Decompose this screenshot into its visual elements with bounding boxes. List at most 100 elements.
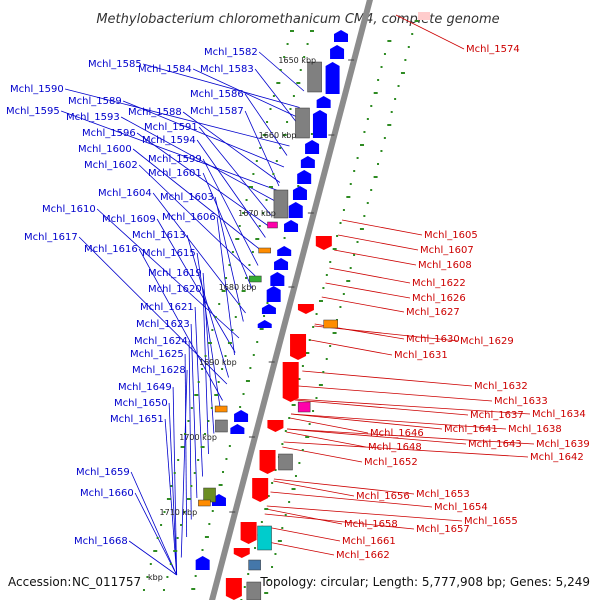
label-connector xyxy=(273,478,415,495)
gc-dot xyxy=(190,485,193,487)
gene-label-mchl_1622: Mchl_1622 xyxy=(412,278,466,289)
gene-label-mchl_1637: Mchl_1637 xyxy=(470,410,524,421)
label-connector xyxy=(194,306,203,477)
gc-dot xyxy=(194,575,197,577)
gc-dot xyxy=(222,471,225,473)
gc-dot xyxy=(390,111,393,113)
gene-label-mchl_1587: Mchl_1587 xyxy=(190,106,244,117)
label-connector xyxy=(290,413,443,430)
cyan-gene-box xyxy=(257,525,272,551)
label-connector xyxy=(283,441,529,458)
gc-dot xyxy=(234,316,237,318)
gene-label-mchl_1643: Mchl_1643 xyxy=(468,439,522,450)
gc-dot xyxy=(204,433,207,435)
gc-dot xyxy=(239,406,242,408)
gc-dot xyxy=(297,185,300,187)
forward-gene-arrow xyxy=(325,62,340,94)
label-connector xyxy=(314,325,459,342)
gc-dot xyxy=(218,484,223,486)
gc-dot xyxy=(241,290,246,292)
gene-label-mchl_1585: Mchl_1585 xyxy=(88,59,142,70)
gc-dot xyxy=(310,30,314,32)
gene-label-mchl_1599: Mchl_1599 xyxy=(148,154,202,165)
label-connector xyxy=(321,296,405,313)
label-connector xyxy=(289,417,369,434)
label-connector xyxy=(282,446,363,463)
gc-dot xyxy=(394,98,397,100)
gc-dot xyxy=(286,121,289,123)
gray-gene-box xyxy=(295,107,310,139)
gene-label-mchl_1623: Mchl_1623 xyxy=(136,319,190,330)
label-connector xyxy=(298,385,493,402)
gc-dot xyxy=(370,189,373,191)
gc-dot xyxy=(277,540,282,542)
gc-dot xyxy=(259,328,264,330)
gene-label-mchl_1657: Mchl_1657 xyxy=(416,524,470,535)
gc-dot xyxy=(197,459,200,461)
gc-dot xyxy=(305,436,310,438)
gc-dot xyxy=(349,183,352,185)
gc-dot xyxy=(299,69,302,71)
label-connector xyxy=(122,100,285,168)
reverse-gene-arrow xyxy=(252,478,269,502)
gc-dot xyxy=(274,469,277,471)
label-connector xyxy=(142,63,300,108)
gc-dot xyxy=(356,241,359,243)
gene-label-mchl_1639: Mchl_1639 xyxy=(536,439,590,450)
gc-dot xyxy=(283,56,286,58)
gc-dot xyxy=(267,495,270,497)
gc-dot xyxy=(156,537,159,539)
label-connector xyxy=(184,353,188,538)
kbp-tick-label: 1660 kbp xyxy=(259,131,297,140)
gene-label-mchl_1600: Mchl_1600 xyxy=(78,144,132,155)
forward-gene-arrow xyxy=(288,202,303,218)
label-connector xyxy=(273,480,355,497)
gene-features xyxy=(195,12,430,600)
gc-dot xyxy=(315,313,318,315)
gc-dot xyxy=(308,423,311,425)
gc-dot xyxy=(184,433,187,435)
gene-label-mchl_1613: Mchl_1613 xyxy=(132,230,186,241)
gc-dot xyxy=(353,254,356,256)
gc-dot xyxy=(263,315,266,317)
gene-label-mchl_1659: Mchl_1659 xyxy=(76,467,130,478)
gene-label-mchl_1642: Mchl_1642 xyxy=(530,452,584,463)
gene-label-mchl_1586: Mchl_1586 xyxy=(190,89,244,100)
gene-label-mchl_1574: Mchl_1574 xyxy=(466,44,520,55)
gc-dot xyxy=(288,417,291,419)
gene-label-mchl_1616: Mchl_1616 xyxy=(84,244,138,255)
label-connector xyxy=(138,164,256,277)
gc-dot xyxy=(414,20,419,22)
gc-dot xyxy=(207,342,212,344)
gc-dot xyxy=(231,329,234,331)
gc-dot xyxy=(289,108,292,110)
footer: Accession: NC_011757 kbp Topology: circu… xyxy=(8,573,590,589)
gc-dot xyxy=(200,446,205,448)
gene-label-mchl_1583: Mchl_1583 xyxy=(200,64,254,75)
forward-gene-arrow xyxy=(292,186,307,200)
gene-label-mchl_1594: Mchl_1594 xyxy=(142,135,196,146)
gene-label-mchl_1629: Mchl_1629 xyxy=(460,336,514,347)
label-connector xyxy=(294,399,469,416)
gc-dot xyxy=(373,176,378,178)
gc-dot xyxy=(221,368,224,370)
gene-label-mchl_1588: Mchl_1588 xyxy=(128,107,182,118)
gc-dot xyxy=(286,43,289,45)
gene-label-mchl_1628: Mchl_1628 xyxy=(132,365,186,376)
topology-text: Topology: circular; Length: 5,777,908 bp… xyxy=(259,575,590,589)
label-connector xyxy=(202,158,259,266)
label-connector xyxy=(65,88,290,147)
gc-dot xyxy=(268,186,273,188)
gc-dot xyxy=(329,345,332,347)
label-connector xyxy=(244,93,288,156)
gene-label-mchl_1656: Mchl_1656 xyxy=(356,491,410,502)
gene-label-mchl_1625: Mchl_1625 xyxy=(130,349,184,360)
label-connector xyxy=(60,110,278,191)
label-connector xyxy=(290,413,507,430)
forward-gene-arrow xyxy=(312,110,327,138)
forward-gene-arrow xyxy=(257,320,272,328)
gc-dot xyxy=(342,293,345,295)
label-connector xyxy=(78,236,228,385)
gc-dot xyxy=(294,475,297,477)
gc-dot xyxy=(153,550,158,552)
